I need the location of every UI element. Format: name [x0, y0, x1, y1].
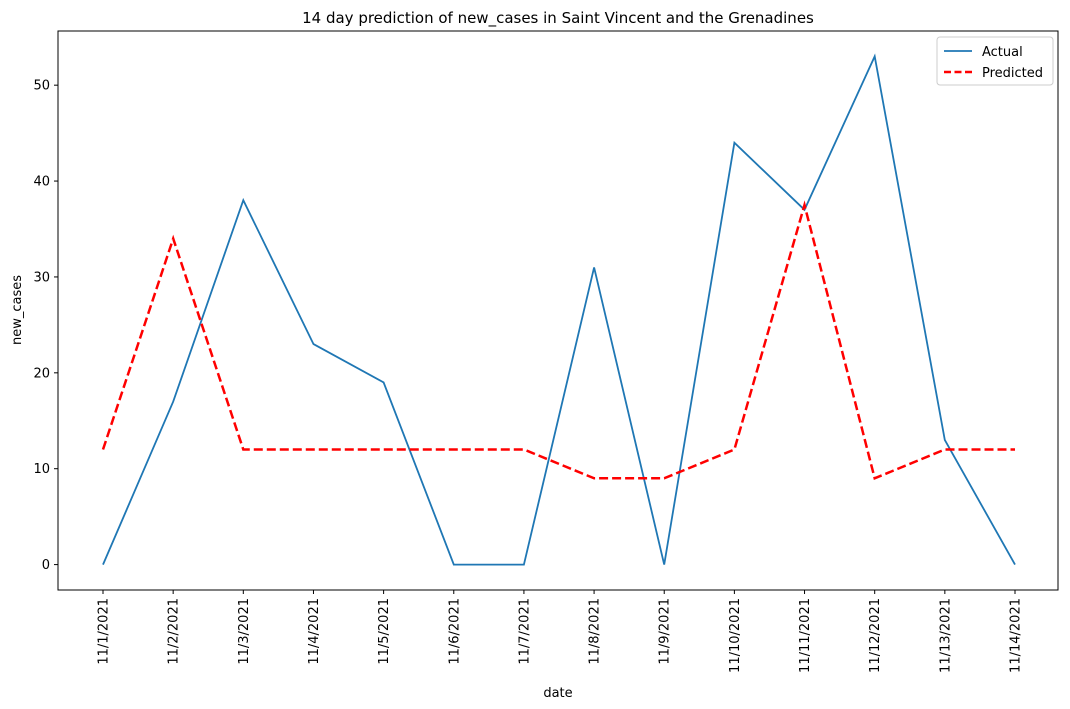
x-axis-label: date — [543, 686, 572, 701]
x-tick-label: 11/8/2021 — [588, 598, 603, 665]
legend: Actual Predicted — [936, 36, 1054, 86]
x-tick-label: 11/6/2021 — [447, 598, 462, 665]
x-tick-label: 11/14/2021 — [1009, 598, 1024, 673]
x-axis-ticks: 11/1/2021 11/2/2021 11/3/2021 11/4/2021 11/5… — [97, 590, 1024, 673]
y-tick-label: 40 — [33, 175, 50, 190]
series-layer — [101, 53, 1016, 566]
x-tick-label: 11/11/2021 — [798, 598, 813, 673]
plot-area — [57, 30, 1059, 591]
y-tick-label: 50 — [33, 79, 50, 94]
x-tick-label: 11/3/2021 — [237, 598, 252, 665]
series-line-actual — [102, 53, 1016, 566]
x-tick-label: 11/12/2021 — [868, 598, 883, 673]
x-tick-label: 11/7/2021 — [517, 598, 532, 665]
plot-frame — [57, 30, 1059, 591]
x-tick-label: 11/4/2021 — [307, 598, 322, 665]
y-tick-label: 0 — [42, 558, 50, 573]
series-line-predicted — [101, 200, 1015, 481]
legend-predicted-label: Predicted — [982, 66, 1043, 81]
y-tick-label: 10 — [33, 462, 50, 477]
x-tick-label: 11/1/2021 — [97, 598, 112, 665]
x-tick-label: 11/13/2021 — [938, 598, 953, 673]
y-tick-label: 30 — [33, 270, 50, 285]
y-tick-label: 20 — [33, 366, 50, 381]
x-tick-label: 11/9/2021 — [658, 598, 673, 665]
x-tick-label: 11/10/2021 — [728, 598, 743, 673]
x-tick-label: 11/5/2021 — [377, 598, 392, 665]
x-tick-label: 11/2/2021 — [167, 598, 182, 665]
y-axis-label: new_cases — [10, 275, 25, 345]
chart-title: 14 day prediction of new_cases in Saint … — [302, 9, 814, 28]
legend-actual-label: Actual — [982, 45, 1023, 60]
y-axis-ticks: 0 10 20 30 40 50 — [33, 79, 58, 573]
